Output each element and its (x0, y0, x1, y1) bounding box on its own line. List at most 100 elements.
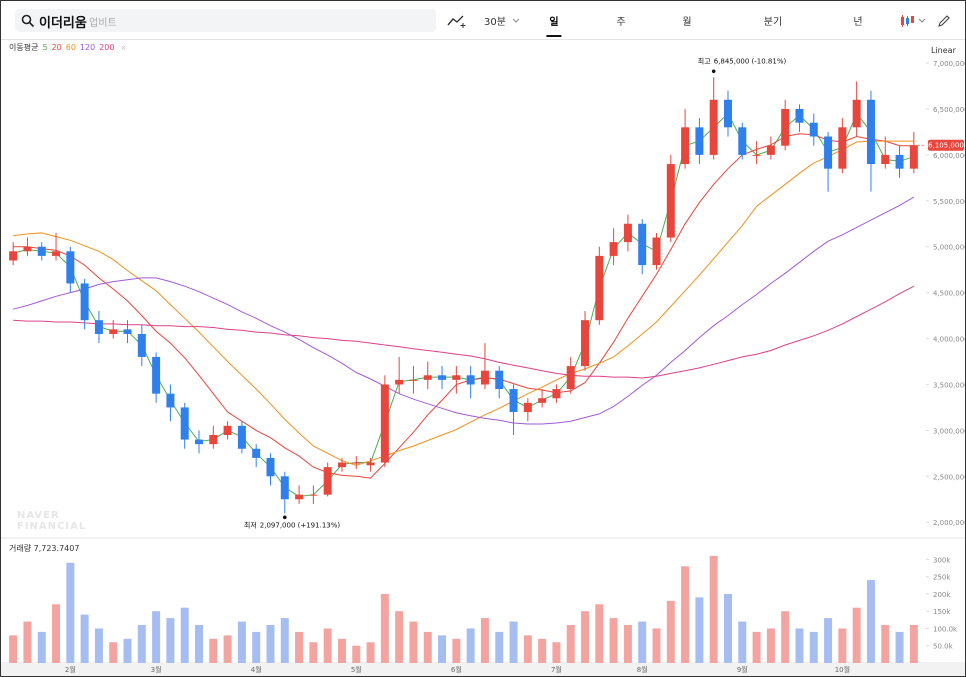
candle-body (395, 379, 404, 385)
volume-bar (337, 638, 346, 663)
candle-body (752, 154, 761, 156)
volume-bar (280, 618, 289, 663)
interval-tab[interactable]: 월 (682, 17, 692, 28)
volume-bar (209, 638, 218, 663)
candle-body (166, 393, 175, 408)
y-tick-label: 5,000,000 (933, 244, 965, 252)
volume-bar (323, 628, 332, 663)
ma-line (12, 196, 915, 425)
ma-line (13, 133, 914, 479)
y-tick-label: 6,500,000 (933, 106, 965, 114)
interval-tab[interactable]: 30분 (484, 17, 506, 28)
candle-body (295, 494, 304, 500)
volume-bar (509, 621, 518, 663)
volume-bar (252, 631, 261, 663)
x-tick-label: 9월 (737, 665, 748, 674)
high-value: 6,845,000 (-10.81%) (714, 57, 787, 65)
candle-body (223, 425, 232, 435)
volume-tick-label: 200k (933, 591, 951, 599)
volume-tick-label: 250k (933, 574, 951, 582)
volume-bar (23, 621, 32, 663)
volume-bar (781, 611, 790, 663)
draw-icon[interactable] (937, 14, 951, 28)
candle-body (409, 379, 418, 381)
candle-body (795, 108, 804, 123)
candle-body (466, 375, 475, 385)
candle-body (781, 108, 790, 146)
candle-body (152, 356, 161, 394)
candle-body (323, 467, 332, 495)
interval-tab[interactable]: 년 (853, 17, 863, 28)
candle-body (538, 398, 547, 403)
candle-body (581, 320, 590, 367)
candle-body (523, 402, 532, 413)
volume-bar (380, 593, 389, 663)
y-tick-label: 3,000,000 (933, 427, 965, 435)
dropdown-caret (512, 18, 520, 23)
candle-body (352, 462, 361, 464)
volume-bar (866, 580, 875, 663)
scale-toggle[interactable]: Linear (931, 46, 957, 55)
y-tick-label: 5,500,000 (933, 198, 965, 206)
candle-body (895, 154, 904, 169)
y-tick-label: 4,000,000 (933, 336, 965, 344)
y-tick-label: 4,500,000 (933, 290, 965, 298)
volume-bar (80, 614, 89, 663)
volume-bar (352, 645, 361, 663)
legend-close[interactable]: × (120, 44, 126, 52)
candle-body (366, 462, 375, 466)
high-marker (711, 69, 716, 74)
candle-body (838, 127, 847, 169)
candle-body (195, 439, 204, 445)
volume-bar (795, 628, 804, 663)
volume-bar (123, 638, 132, 663)
volume-bar (266, 625, 275, 663)
y-tick-label: 2,000,000 (933, 519, 965, 527)
volume-bar (881, 625, 890, 663)
volume-bar (295, 631, 304, 663)
low-value: 2,097,000 (+191.13%) (260, 521, 341, 529)
candle-body (209, 434, 218, 445)
volume-bar (595, 604, 604, 663)
interval-tab[interactable]: 분기 (763, 17, 783, 28)
volume-bar (452, 638, 461, 663)
watermark: NAVER (17, 510, 60, 521)
volume-bar (366, 642, 375, 663)
exchange-label: 업비트 (89, 18, 117, 29)
volume-bar (223, 635, 232, 663)
candle-body (337, 462, 346, 468)
ma-legend-label: 이동평균 (9, 42, 38, 52)
volume-bar (852, 607, 861, 663)
volume-bar (409, 621, 418, 663)
chart-type-icon[interactable] (447, 13, 467, 29)
search-box[interactable]: 이더리움 업비트 (15, 9, 436, 32)
ma-line (13, 285, 915, 379)
volume-bar (538, 638, 547, 663)
low-label: 최저 (244, 520, 257, 529)
candle-style-icon[interactable] (899, 14, 929, 28)
interval-tab[interactable]: 일 (546, 13, 562, 37)
volume-bar (195, 625, 204, 663)
candle-body (681, 127, 690, 165)
volume-tick-label: 100.0k (933, 625, 958, 633)
candle-body (881, 154, 890, 165)
candle-body (709, 99, 718, 155)
candle-body (309, 494, 318, 496)
y-tick-label: 3,500,000 (933, 381, 965, 389)
candle-body (137, 333, 146, 357)
candle-body (94, 320, 103, 334)
volume-tick-label: 150k (933, 608, 951, 616)
search-text: 이더리움 (39, 16, 87, 31)
volume-bar (66, 562, 75, 663)
last-price-label: 6,105,000 (928, 142, 964, 150)
candle-body (866, 99, 875, 165)
volume-bar (552, 642, 561, 663)
volume-bar (37, 631, 46, 663)
volume-bar (709, 555, 718, 663)
candle-body (766, 145, 775, 155)
volume-bar (581, 611, 590, 663)
interval-tab[interactable]: 주 (616, 17, 626, 28)
